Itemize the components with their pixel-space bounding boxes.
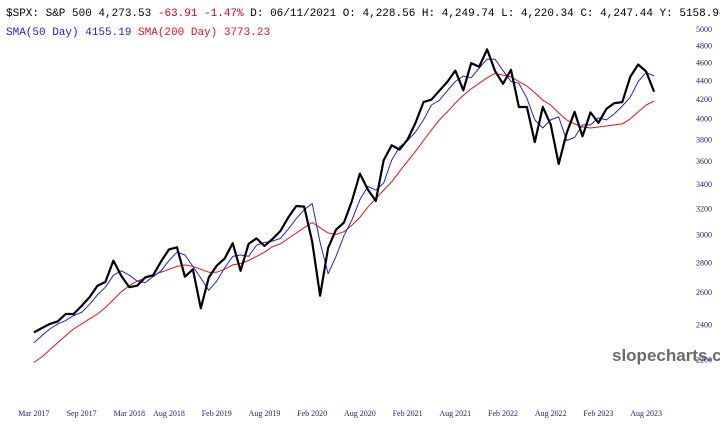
header-line: $SPX: S&P 500 4,273.53 -63.91 -1.47% D: … bbox=[6, 8, 720, 20]
x-tick-label: Mar 2018 bbox=[114, 409, 145, 418]
x-tick-label: Aug 2022 bbox=[535, 409, 567, 418]
y-tick-label: 2800 bbox=[696, 258, 712, 267]
x-tick-label: Aug 2018 bbox=[153, 409, 185, 418]
header-price: $SPX: S&P 500 4,273.53 bbox=[6, 8, 151, 20]
y-tick-label: 3000 bbox=[696, 231, 712, 240]
y-tick-label: 4600 bbox=[696, 58, 712, 67]
legend: SMA(50 Day) 4155.19 SMA(200 Day) 3773.23 bbox=[6, 27, 270, 39]
header-change: -63.91 -1.47% bbox=[158, 8, 244, 20]
y-tick-label: 4400 bbox=[696, 76, 712, 85]
watermark: slopecharts.com bbox=[612, 346, 720, 365]
y-tick-label: 4800 bbox=[696, 41, 712, 50]
y-tick-label: 4000 bbox=[696, 115, 712, 124]
y-tick-label: 3400 bbox=[696, 180, 712, 189]
x-tick-label: Sep 2017 bbox=[67, 409, 97, 418]
x-tick-label: Feb 2022 bbox=[488, 409, 518, 418]
y-tick-label: 3600 bbox=[696, 157, 712, 166]
x-tick-label: Aug 2023 bbox=[630, 409, 662, 418]
legend-entry: SMA(50 Day) 4155.19 bbox=[6, 27, 131, 39]
y-tick-label: 3800 bbox=[696, 135, 712, 144]
y-tick-label: 4200 bbox=[696, 95, 712, 104]
header-y: 5158.94 bbox=[679, 8, 720, 20]
x-tick-label: Feb 2019 bbox=[202, 409, 232, 418]
x-tick-label: Feb 2020 bbox=[297, 409, 327, 418]
y-tick-label: 2400 bbox=[696, 320, 712, 329]
y-tick-label: 5000 bbox=[696, 25, 712, 34]
x-tick-label: Aug 2019 bbox=[249, 409, 281, 418]
x-tick-label: Aug 2021 bbox=[439, 409, 471, 418]
header-ohlc: D: 06/11/2021 O: 4,228.56 H: 4,249.74 L:… bbox=[250, 8, 672, 20]
x-tick-label: Feb 2023 bbox=[583, 409, 613, 418]
y-tick-label: 2200 bbox=[696, 355, 712, 364]
x-tick-label: Feb 2021 bbox=[393, 409, 423, 418]
legend-entry: SMA(200 Day) 3773.23 bbox=[138, 27, 270, 39]
series-line bbox=[33, 58, 655, 344]
x-tick-label: Aug 2020 bbox=[344, 409, 376, 418]
y-tick-label: 2600 bbox=[696, 288, 712, 297]
series-line bbox=[33, 48, 656, 334]
series-line bbox=[33, 72, 655, 363]
y-tick-label: 3200 bbox=[696, 205, 712, 214]
x-tick-label: Mar 2017 bbox=[18, 409, 49, 418]
